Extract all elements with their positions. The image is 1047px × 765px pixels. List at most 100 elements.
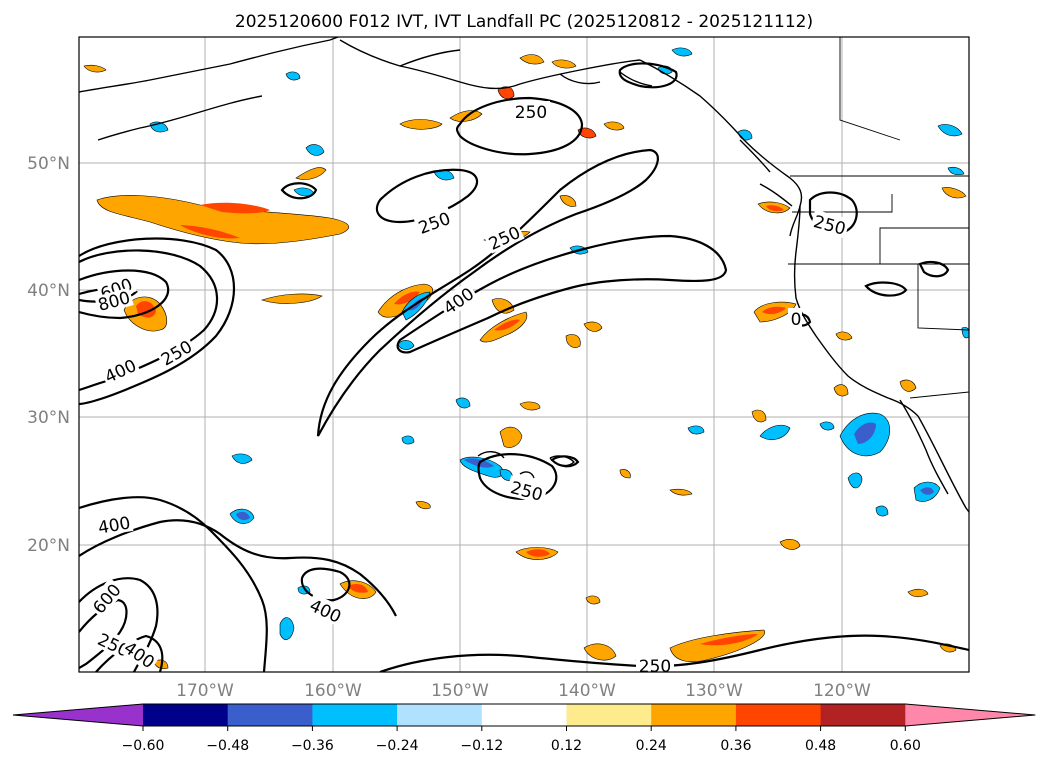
west-band-orange [96,195,350,245]
contour-label-250: 250 [515,103,547,123]
coast-baja [917,415,969,513]
latitude-labels: 50°N 40°N 30°N 20°N [27,154,70,556]
blue-15n-1 [279,617,295,640]
ar-patch-b-red [494,319,520,331]
lon-label-170w: 170°W [176,681,234,701]
colorbar-segment [566,704,652,726]
contour-ne-2 [918,260,950,278]
border-nv-az [879,227,969,264]
coast-bc-islands [619,71,793,207]
coast-patch-2-red [766,205,784,212]
contour-250-bottom [379,634,969,672]
coast-patch-5 [559,195,577,207]
colorbar-segment [735,704,822,726]
map-frame [78,36,970,673]
blue-n-1 [305,144,325,156]
contour-250-west [79,237,235,406]
coast-patch-4 [583,321,603,332]
colorbar-segment [651,704,737,726]
top-patch-5 [551,59,577,69]
map-content: 250 250 250 400 250 400 600 800 250 0 25… [79,37,969,672]
colorbar-tick-label: 0.12 [551,738,582,754]
patch-south-2 [583,643,617,661]
patch-e-5 [585,595,601,605]
blue-40n-2 [819,421,835,431]
lat-label-20n: 20°N [27,536,70,556]
lat-label-40n: 40°N [27,281,70,301]
political-borders [788,37,969,399]
colorbar-segment [312,704,398,726]
coast-alaska-south [339,39,641,90]
blue-se-1-royal [854,422,876,444]
border-alaska-canada [839,37,901,141]
colorbar-tick-label: 0.48 [805,738,836,754]
patch-e-2 [833,384,849,397]
colorbar-extend-right [905,704,1036,726]
contour-400-south [79,519,397,617]
lat-label-50n: 50°N [27,154,70,174]
border-wa-or [792,194,893,213]
top-patch-1 [399,119,443,130]
blue-ar-2 [397,340,415,350]
patch-north-orange [295,167,327,180]
patch-160w-38n [261,293,323,304]
top-patch-4 [497,86,515,100]
ar-patch-a-red [394,291,420,305]
colorbar-tick-label: 0.24 [636,738,667,754]
blue-se-3-royal [920,487,934,495]
coastlines [79,37,969,513]
blue-n-7 [671,47,693,57]
contour-labels: 250 250 250 400 250 400 600 800 250 0 25… [86,101,850,672]
lon-label-130w: 130°W [685,681,743,701]
contour-label-0: 0 [791,310,802,330]
colorbar-segment [397,704,483,726]
west-band-red [180,202,270,239]
blue-40n-4 [875,505,889,517]
colorbar-segment [481,704,567,726]
colorbar-segment [143,704,229,726]
patch-20n-3 [669,488,693,496]
contour-250-south [79,496,268,672]
contour-400-sw [95,634,164,672]
border-ca-nv [917,264,969,331]
top-patch-8 [603,121,625,131]
coast-alaska-peninsula [399,49,601,85]
colorbar: −0.60 −0.48 −0.36 −0.24 −0.12 0.12 0.24 0.36 0.4… [12,703,1036,754]
longitude-labels: 170°W 160°W 150°W 140°W 130°W 120°W [176,681,871,701]
coast-patch-1-red [762,306,786,315]
patch-south-1-red [348,584,368,593]
colorbar-tick-label: −0.48 [206,738,249,754]
patch-20n-2 [907,588,929,598]
blue-20n-1-royal [236,511,250,521]
colorbar-tick-label: −0.24 [376,738,419,754]
patch-30n-1 [499,426,523,448]
map-background [79,37,969,672]
contour-250-hawaii-small [550,455,580,468]
contour-coast-small [864,281,908,297]
lat-label-30n: 30°N [27,408,70,428]
lon-label-160w: 160°W [304,681,362,701]
top-patch-6 [83,64,107,73]
colorbar-segment [820,704,906,726]
patch-sw-red [526,549,550,557]
blue-30n-2 [401,435,415,445]
contour-250-north [375,168,478,224]
patch-20n-1 [779,539,801,550]
top-patch-7 [577,127,597,139]
colorbar-tick-label: −0.60 [122,738,165,754]
contour-250-ar-outer [316,148,659,437]
lon-label-140w: 140°W [558,681,616,701]
blue-ne-1 [937,124,963,137]
colorbar-tick-label: −0.36 [291,738,334,754]
patch-south-3-red [700,634,758,646]
blue-n-3 [285,71,301,81]
coast-aleutians [79,37,339,93]
top-patch-3 [519,54,545,65]
blue-30n-1 [455,397,471,409]
colorbar-segment [227,704,313,726]
border-us-mexico [909,391,969,399]
contour-600-west [79,269,170,320]
colorbar-extend-left [13,704,143,726]
colorbar-tick-label: 0.60 [890,738,921,754]
